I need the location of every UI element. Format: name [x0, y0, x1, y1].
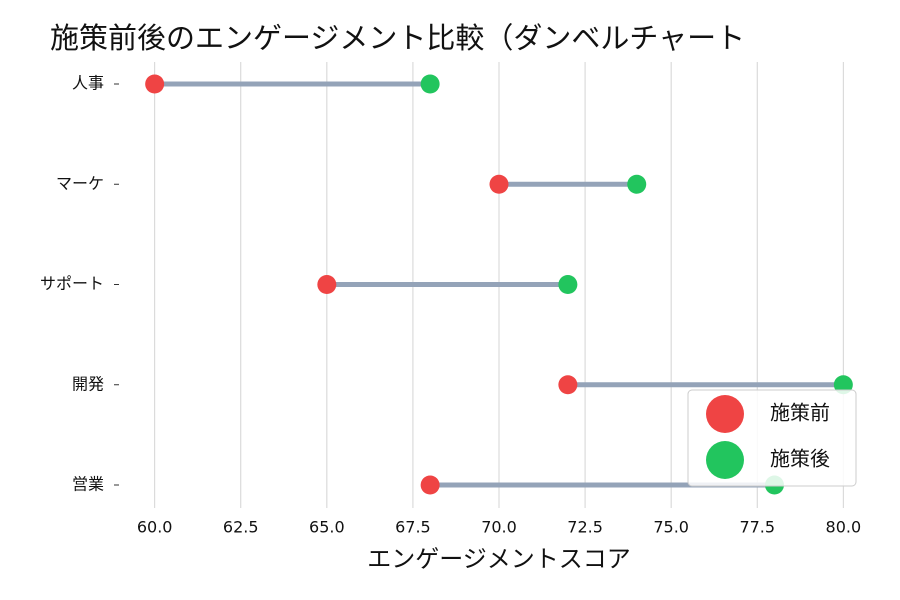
x-tick-label: 72.5: [567, 518, 603, 537]
dot: [145, 74, 165, 94]
legend-marker: [706, 441, 744, 479]
legend-label: 施策前: [770, 401, 830, 425]
dot: [558, 375, 578, 395]
x-tick-label: 62.5: [223, 518, 259, 537]
dot: [489, 174, 509, 194]
y-tick-label: マーケ: [56, 174, 104, 193]
dot: [420, 74, 440, 94]
dot: [627, 174, 647, 194]
y-tick-label: サポート: [40, 274, 104, 293]
x-tick-label: 67.5: [395, 518, 431, 537]
dot: [558, 275, 578, 294]
x-tick-label: 65.0: [309, 518, 345, 537]
dot: [420, 475, 440, 495]
x-tick-label: 80.0: [826, 518, 862, 537]
x-tick-label: 77.5: [739, 518, 775, 537]
x-tick-label: 75.0: [653, 518, 689, 537]
x-tick-label: 60.0: [137, 518, 173, 537]
y-tick-label: 人事: [72, 74, 104, 93]
chart-title: 施策前後のエンゲージメント比較（ダンベルチャート: [50, 21, 745, 55]
legend-marker: [706, 395, 744, 433]
legend-label: 施策後: [770, 447, 830, 471]
dot: [317, 275, 337, 294]
y-tick-label: 営業: [72, 475, 104, 494]
y-tick-label: 開発: [72, 374, 104, 393]
x-axis-label: エンゲージメントスコア: [367, 545, 631, 573]
x-tick-label: 70.0: [481, 518, 517, 537]
